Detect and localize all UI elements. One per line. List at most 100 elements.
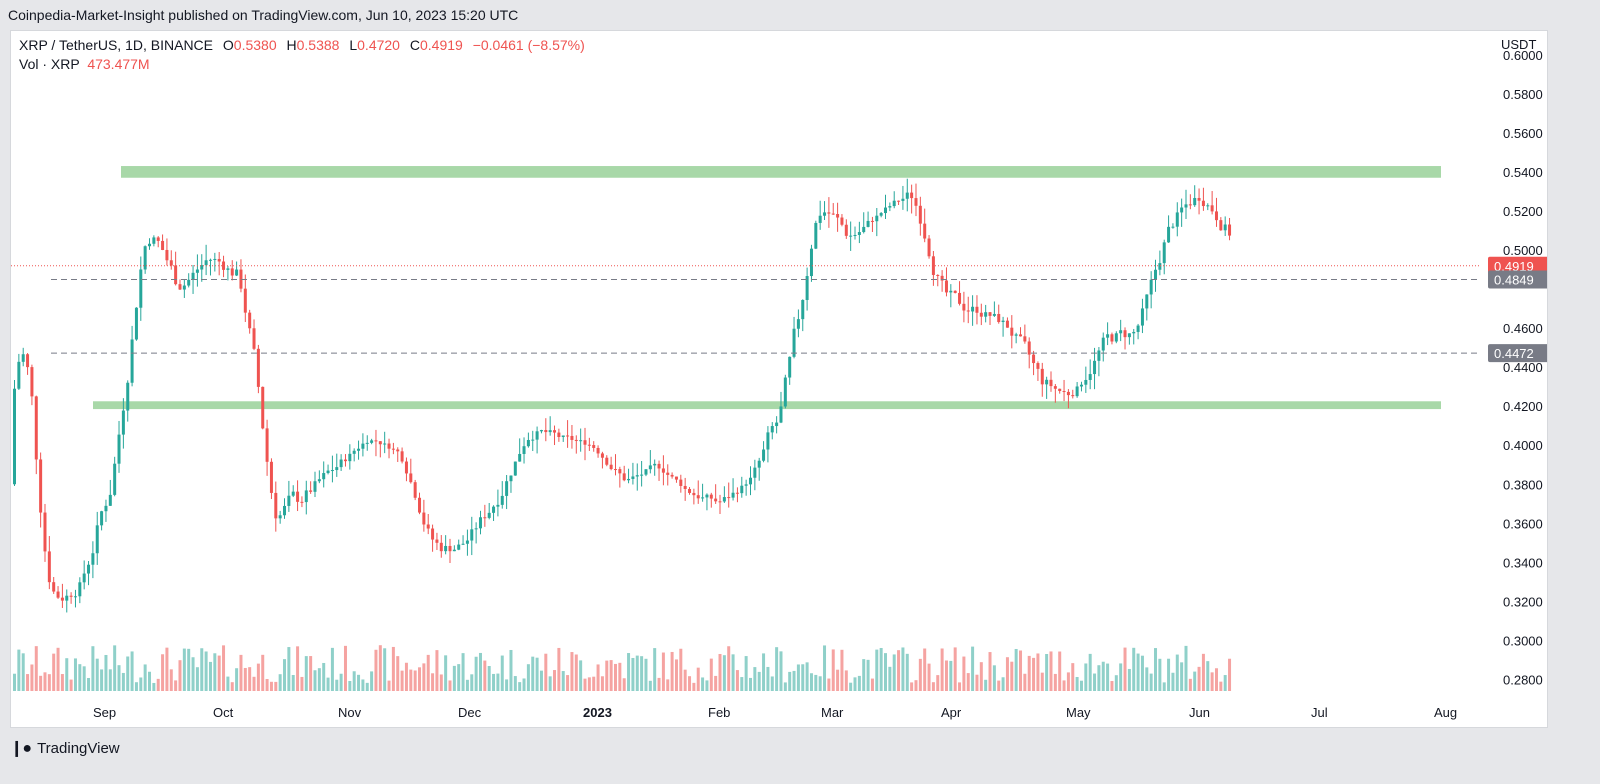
candle-body bbox=[657, 463, 661, 469]
candle-body bbox=[609, 464, 613, 470]
price-axis[interactable]: 0.6000 0.5800 0.5600 0.5400 0.5200 0.5000 0.46… bbox=[1503, 48, 1543, 688]
candle-body bbox=[979, 312, 983, 317]
candle-body bbox=[927, 238, 931, 257]
candle-body bbox=[452, 549, 456, 552]
candle-body bbox=[322, 473, 326, 480]
price-level-badge bbox=[1488, 344, 1550, 363]
volume-bar bbox=[522, 678, 526, 691]
candle-body bbox=[801, 300, 805, 320]
candle-body bbox=[26, 354, 30, 368]
volume-bar bbox=[1123, 647, 1127, 691]
candle-body bbox=[884, 207, 887, 214]
volume-bar bbox=[30, 664, 34, 691]
candle-body bbox=[296, 491, 300, 502]
candle-body bbox=[509, 475, 513, 482]
candle-body bbox=[235, 269, 239, 276]
volume-bar bbox=[387, 680, 391, 691]
candle-body bbox=[775, 422, 779, 427]
volume-bar bbox=[888, 666, 892, 691]
candle-body bbox=[627, 478, 631, 481]
candle-body bbox=[692, 492, 696, 496]
candle-body bbox=[1145, 294, 1149, 309]
volume-bar bbox=[1053, 673, 1057, 691]
candle-body bbox=[849, 235, 853, 237]
candle-body bbox=[100, 511, 104, 526]
y-tick-label: 0.5600 bbox=[1503, 126, 1543, 141]
candle-body bbox=[148, 243, 152, 247]
high-label: H bbox=[286, 37, 297, 53]
candle-body bbox=[248, 312, 252, 329]
candle-body bbox=[679, 479, 683, 486]
volume-bar bbox=[143, 664, 147, 691]
volume-bar bbox=[444, 655, 448, 691]
volume-bar bbox=[1114, 675, 1118, 691]
low-label: L bbox=[349, 37, 358, 53]
y-tick-label: 0.2800 bbox=[1503, 672, 1543, 687]
candle-body bbox=[409, 473, 413, 483]
candle-body bbox=[1110, 334, 1114, 342]
volume-bar bbox=[1162, 682, 1166, 691]
candle-body bbox=[613, 469, 617, 471]
candle-body bbox=[674, 476, 678, 480]
volume-bar bbox=[34, 646, 38, 691]
change-value: −0.0461 (−8.57%) bbox=[472, 37, 585, 53]
candle-body bbox=[1167, 226, 1171, 243]
volume-bar bbox=[796, 664, 800, 691]
tradingview-logo-icon[interactable]: ❙● bbox=[10, 740, 32, 757]
candle-body bbox=[722, 497, 726, 502]
candle-body bbox=[396, 449, 400, 452]
candle-body bbox=[383, 443, 387, 445]
candle-body bbox=[1053, 386, 1057, 389]
candle-body bbox=[653, 463, 657, 466]
low-value: 0.4720 bbox=[357, 37, 400, 53]
volume-bar bbox=[370, 671, 374, 691]
candle-body bbox=[243, 288, 247, 313]
volume-bar bbox=[283, 659, 287, 691]
candle-body bbox=[143, 246, 147, 270]
volume-bar bbox=[65, 658, 69, 691]
candle-body bbox=[121, 410, 125, 435]
volume-bar bbox=[1171, 672, 1175, 691]
volume-bar bbox=[731, 654, 735, 691]
candle-body bbox=[548, 430, 552, 433]
candle-body bbox=[857, 232, 861, 235]
volume-bar bbox=[374, 649, 378, 691]
candle-body bbox=[553, 430, 557, 433]
chart-frame[interactable]: 0.4919 0.4849 0.4472 0.6000 0.5800 0.5600 0.5… bbox=[10, 30, 1550, 728]
time-axis[interactable]: Sep Oct Nov Dec 2023 Feb Mar Apr May Jun Jul Aug bbox=[93, 705, 1457, 720]
candle-body bbox=[435, 539, 439, 543]
volume-bar bbox=[208, 661, 212, 691]
x-tick-label: Jun bbox=[1189, 705, 1210, 720]
volume-bar bbox=[579, 660, 583, 691]
candle-body bbox=[492, 506, 496, 513]
footer: ❙● TradingView bbox=[10, 738, 120, 758]
volume-bar bbox=[927, 663, 931, 691]
candle-body bbox=[940, 275, 944, 281]
candle-body bbox=[1119, 330, 1123, 334]
candle-body bbox=[770, 426, 774, 433]
candle-body bbox=[335, 467, 339, 471]
volume-bar bbox=[775, 647, 779, 691]
x-tick-label: Apr bbox=[941, 705, 962, 720]
volume-bar bbox=[269, 681, 273, 691]
symbol-label[interactable]: XRP / TetherUS, 1D, BINANCE bbox=[19, 37, 213, 53]
volume-bar bbox=[709, 658, 713, 691]
volume-bar bbox=[1066, 672, 1070, 691]
candle-body bbox=[91, 553, 95, 565]
candle-body bbox=[1032, 354, 1036, 364]
brand-name[interactable]: TradingView bbox=[37, 739, 120, 757]
volume-bar bbox=[853, 677, 857, 691]
volume-bar bbox=[130, 651, 134, 691]
volume-bar bbox=[805, 662, 809, 691]
candle-body bbox=[879, 213, 883, 216]
candle-body bbox=[744, 484, 748, 486]
volume-bar bbox=[17, 649, 21, 691]
volume-bar bbox=[187, 648, 191, 691]
volume-bar bbox=[513, 676, 517, 691]
volume-bar bbox=[600, 676, 604, 691]
candle-body bbox=[670, 474, 674, 477]
candle-body bbox=[618, 469, 622, 474]
volume-bar bbox=[191, 657, 195, 691]
x-tick-label: Dec bbox=[458, 705, 482, 720]
